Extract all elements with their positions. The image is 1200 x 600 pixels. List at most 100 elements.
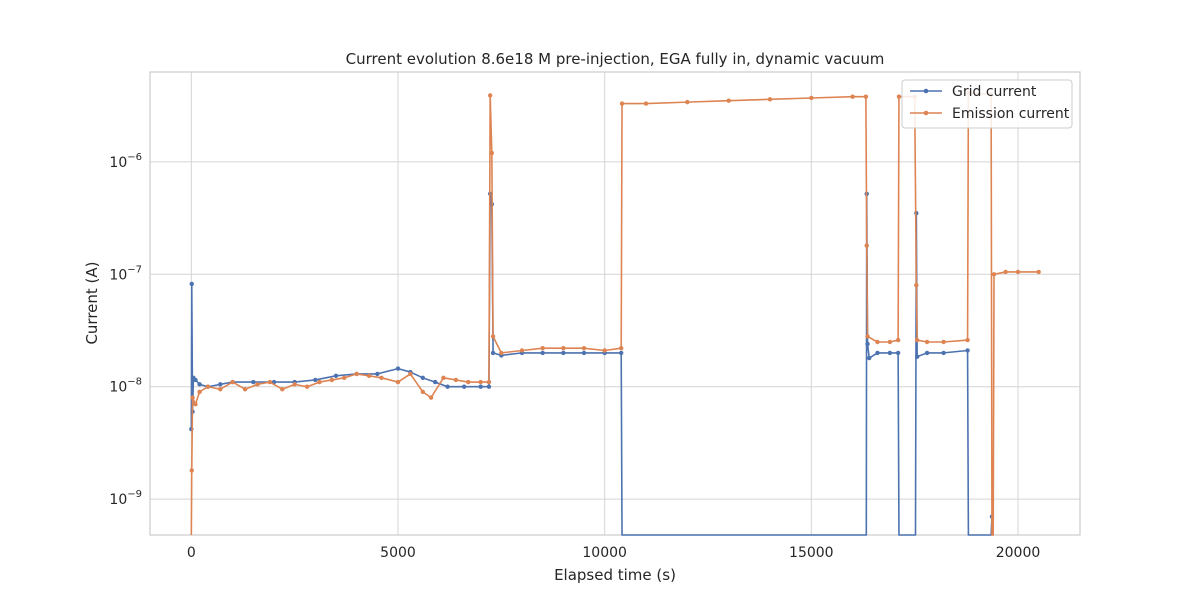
x-tick-label: 5000 (380, 545, 416, 561)
data-point (965, 337, 970, 343)
data-point (189, 281, 194, 287)
data-point (767, 97, 773, 102)
data-point (924, 350, 930, 356)
data-point (499, 350, 504, 356)
data-point (428, 395, 434, 400)
legend: Grid current Emission current (901, 79, 1073, 129)
data-point (197, 382, 202, 387)
data-point (197, 389, 202, 395)
data-point (895, 337, 901, 343)
chart-title: Current evolution 8.6e18 M pre-injection… (346, 50, 885, 68)
data-point (441, 375, 446, 381)
data-point (313, 377, 318, 383)
data-point (395, 379, 401, 385)
data-point (914, 354, 920, 359)
data-point (190, 395, 195, 400)
data-point (519, 348, 525, 353)
data-point (466, 379, 471, 385)
data-point (230, 379, 235, 385)
data-point (461, 384, 467, 389)
data-point (366, 373, 372, 379)
data-point (445, 384, 450, 389)
data-point (887, 350, 893, 356)
data-point (280, 387, 285, 392)
data-point (1003, 269, 1008, 275)
data-point (433, 379, 438, 385)
data-point (643, 101, 649, 106)
x-tick-label: 20000 (996, 545, 1041, 561)
data-point (333, 373, 339, 379)
data-point (865, 341, 870, 347)
data-point (726, 98, 731, 103)
data-point (304, 384, 310, 389)
data-point (255, 382, 260, 387)
legend-grid-current-marker (923, 88, 929, 94)
data-point (561, 346, 566, 351)
data-point (619, 350, 624, 356)
y-tick-label: 10−9 (109, 489, 142, 508)
data-point (581, 350, 587, 356)
data-point (267, 379, 273, 385)
plot-frame (149, 71, 1081, 536)
data-point (420, 375, 425, 381)
data-point (375, 371, 380, 377)
data-point (540, 346, 545, 351)
y-axis-label: Current (A) (83, 261, 101, 344)
data-point (887, 339, 893, 345)
data-point (809, 95, 814, 101)
data-point (867, 355, 872, 361)
data-point (329, 377, 335, 383)
data-point (914, 337, 920, 343)
data-point (292, 382, 297, 387)
data-point (408, 371, 413, 377)
data-point (875, 339, 880, 345)
data-point (619, 346, 624, 351)
series-lines (189, 90, 1041, 536)
data-point (251, 379, 256, 385)
series-emission-current (189, 90, 1041, 536)
data-point (914, 283, 919, 288)
data-point (487, 93, 493, 98)
data-point (486, 384, 492, 389)
data-point (1036, 269, 1041, 275)
data-point (895, 350, 901, 356)
data-point (864, 243, 869, 248)
data-point (478, 384, 483, 389)
data-point (924, 339, 930, 345)
data-point (205, 384, 211, 389)
data-point (875, 350, 880, 356)
grid-lines (150, 72, 1080, 535)
data-point (193, 377, 198, 383)
data-point (941, 350, 946, 356)
data-point (218, 387, 223, 392)
data-point (453, 377, 459, 383)
data-point (193, 401, 198, 407)
x-axis-label: Elapsed time (s) (554, 566, 676, 584)
data-point (1015, 269, 1021, 275)
data-point (619, 101, 625, 106)
data-point (490, 334, 496, 339)
data-point (850, 94, 855, 99)
data-point (490, 350, 496, 356)
data-point (242, 387, 248, 392)
x-tick-label: 10000 (582, 545, 627, 561)
axes: 0 5000 10000 15000 20000 10−9 10−8 10−7 10−6 (109, 71, 1081, 561)
data-point (486, 379, 492, 385)
data-point (395, 366, 401, 371)
data-point (420, 389, 425, 395)
data-point (965, 348, 970, 353)
data-point (489, 150, 495, 156)
y-tick-label: 10−8 (109, 377, 142, 396)
data-point (379, 375, 384, 381)
data-point (478, 379, 483, 385)
data-point (896, 94, 902, 99)
data-point (218, 382, 223, 387)
data-point (941, 339, 946, 345)
data-point (540, 350, 545, 356)
data-point (865, 334, 870, 339)
data-point (561, 350, 566, 356)
y-tick-label: 10−7 (109, 264, 142, 283)
legend-emission-current-marker (923, 110, 929, 116)
data-point (581, 346, 587, 351)
